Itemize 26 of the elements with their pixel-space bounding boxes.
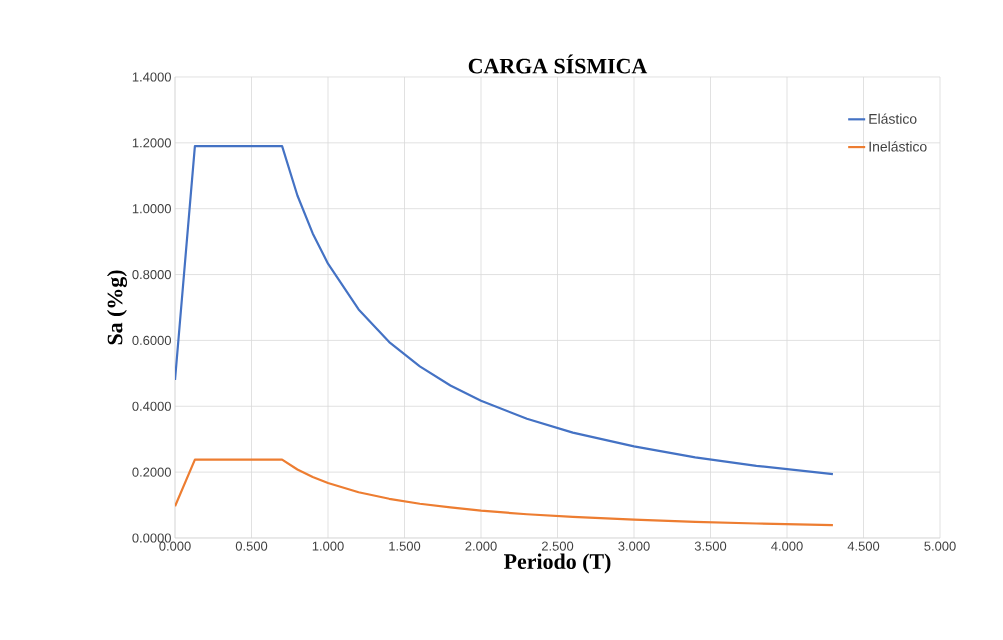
line-series	[175, 458, 835, 527]
y-tick-label: 0.2000	[132, 467, 171, 477]
x-tick-label: 3.500	[694, 541, 727, 551]
y-tick-label: 0.4000	[132, 401, 171, 411]
x-tick-label: 2.500	[541, 541, 574, 551]
line-series	[175, 145, 835, 476]
x-tick-label: 1.000	[312, 541, 344, 551]
y-tick-label: 1.2000	[132, 138, 171, 148]
x-tick-label: 0.500	[235, 541, 268, 551]
x-tick-label: 4.500	[847, 541, 880, 551]
y-tick-label: 1.4000	[132, 72, 171, 82]
x-tick-label: 4.000	[771, 541, 803, 551]
chart-title: CARGA SÍSMICA	[468, 54, 648, 74]
x-tick-label: 2.000	[465, 541, 497, 551]
legend-label: Elástico	[869, 113, 917, 124]
x-tick-label: 3.000	[618, 541, 650, 551]
y-axis-title: Sa (%g)	[107, 270, 128, 345]
legend-label: Inelástico	[869, 141, 927, 152]
x-tick-label: 1.500	[389, 541, 421, 551]
y-tick-label: 1.0000	[132, 204, 171, 214]
y-tick-label: 0.0000	[132, 533, 171, 543]
x-tick-label: 0.000	[159, 541, 191, 551]
x-axis-title: Periodo (T)	[504, 553, 611, 574]
y-tick-label: 0.8000	[132, 269, 171, 280]
y-tick-label: 0.6000	[132, 335, 171, 345]
x-tick-label: 5.000	[924, 541, 956, 551]
